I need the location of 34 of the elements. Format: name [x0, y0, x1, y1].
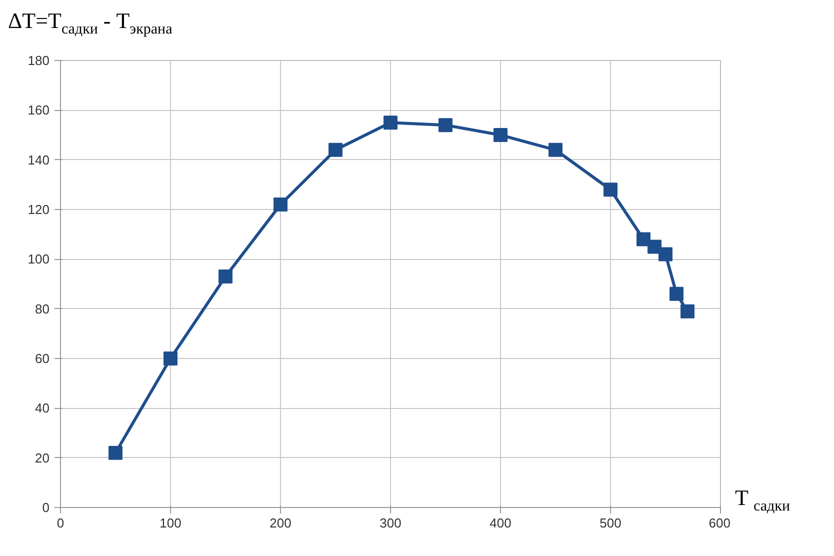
point — [384, 116, 398, 130]
x-tick-label: 0 — [56, 516, 64, 530]
x-tick-label: 200 — [270, 516, 292, 530]
point — [328, 142, 342, 157]
y-tick-label: 100 — [28, 252, 50, 267]
point — [604, 182, 618, 197]
point — [164, 352, 178, 366]
x-tick-label: 100 — [160, 516, 182, 530]
x-tick-label: 600 — [708, 516, 731, 530]
x-tick-label: 500 — [600, 516, 622, 530]
y-tick-label: 120 — [28, 202, 50, 217]
x-tick-label: 300 — [380, 516, 402, 530]
x-axis-title: T $_{садки}$ — [735, 485, 790, 514]
y-tick-label: 180 — [28, 53, 50, 68]
y-axis-title: ΔT=T$_{садки}$ - T$_{экрана}$ — [8, 8, 172, 38]
point — [648, 240, 662, 254]
point — [636, 232, 650, 246]
y-tick-label: 40 — [35, 400, 50, 416]
point — [658, 247, 672, 262]
point — [670, 286, 684, 301]
point — [218, 270, 232, 284]
y-tick-label: 140 — [28, 152, 50, 168]
y-tick-label: 20 — [35, 450, 50, 466]
point — [548, 142, 562, 157]
point — [108, 446, 122, 460]
point — [274, 198, 288, 212]
point — [680, 304, 694, 318]
x-tick-label: 400 — [490, 516, 512, 530]
point — [438, 118, 452, 132]
y-tick-label: 80 — [35, 301, 50, 316]
point — [494, 128, 508, 142]
y-tick-label: 0 — [42, 500, 50, 515]
y-tick-label: 60 — [35, 351, 50, 366]
y-tick-label: 160 — [28, 102, 50, 118]
